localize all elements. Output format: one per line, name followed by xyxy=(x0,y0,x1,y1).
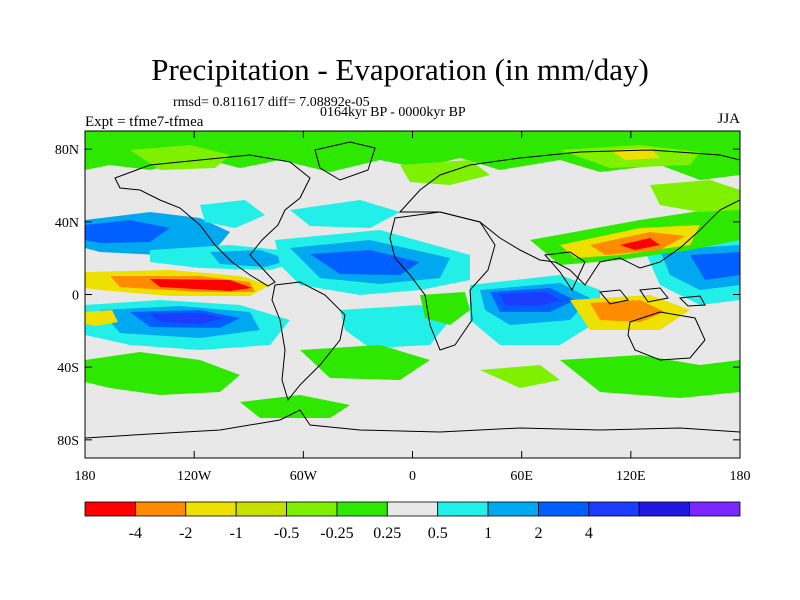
greenland-outline xyxy=(314,141,376,181)
colorbar-label-6: 0.5 xyxy=(428,525,448,542)
colorbar: -4 -2 -1 -0.5 -0.25 0.25 0.5 1 2 4 xyxy=(84,501,741,542)
antarctica-outline xyxy=(84,409,741,439)
colorbar-swatch-7 xyxy=(437,501,489,517)
y-axis: 80N 40N 0 40S 80S xyxy=(55,143,740,449)
x-tick-label-0: 180 xyxy=(75,469,96,484)
x-tick-label-6: 180 xyxy=(730,469,751,484)
south-america-outline xyxy=(271,281,346,402)
southern-ocean-green-east xyxy=(560,355,740,398)
colorbar-label-7: 1 xyxy=(484,525,492,542)
colorbar-label-0: -4 xyxy=(129,525,142,542)
colorbar-label-5: 0.25 xyxy=(373,525,401,542)
rmsd-stats: rmsd= 0.811617 diff= 7.08892e-05 xyxy=(173,95,370,110)
africa-green xyxy=(420,292,470,325)
colorbar-label-1: -2 xyxy=(179,525,192,542)
australia-outline xyxy=(627,311,706,361)
y-tick-label-2: 0 xyxy=(72,289,79,304)
colorbar-swatch-10 xyxy=(588,501,640,517)
colorbar-label-3: -0.5 xyxy=(274,525,299,542)
x-tick-label-5: 120E xyxy=(616,469,646,484)
colorbar-swatch-0 xyxy=(84,501,136,517)
arctic-band-green xyxy=(85,131,740,180)
season-label: JJA xyxy=(717,111,740,127)
colorbar-swatch-2 xyxy=(185,501,237,517)
colorbar-label-4: -0.25 xyxy=(320,525,353,542)
north-america-outline xyxy=(114,154,311,287)
colorbar-swatch-9 xyxy=(538,501,590,517)
india-outline xyxy=(543,251,586,292)
north-atlantic-cyan xyxy=(290,200,400,228)
coastlines xyxy=(84,141,741,439)
colorbar-swatch-11 xyxy=(638,501,691,517)
x-tick-label-3: 0 xyxy=(409,469,416,484)
colorbar-swatch-4 xyxy=(286,501,338,517)
east-asia-red xyxy=(620,238,660,250)
colorbar-label-9: 4 xyxy=(585,525,593,542)
south-atlantic-green xyxy=(300,345,430,380)
antarctic-green xyxy=(240,395,350,418)
south-atlantic-cyan xyxy=(340,305,450,348)
north-pacific-east-cyan xyxy=(200,200,265,228)
colorbar-swatch-3 xyxy=(235,501,287,517)
experiment-label: Expt = tfme7-tfmea xyxy=(85,114,204,130)
x-tick-label-2: 60W xyxy=(290,469,318,484)
colorbar-swatch-5 xyxy=(336,501,388,517)
x-axis: 180 120W 60W 0 60E 120E 180 xyxy=(75,131,751,484)
field-layer xyxy=(85,131,740,458)
africa-outline xyxy=(389,211,496,351)
north-asia-green xyxy=(650,180,740,212)
arctic-patch-light-green xyxy=(130,145,230,170)
south-pacific-dark-blue xyxy=(150,313,225,324)
y-tick-label-4: 80S xyxy=(57,434,79,449)
southern-ocean-light-green xyxy=(480,365,560,388)
pacific-dry-red xyxy=(150,279,252,291)
colorbar-label-2: -1 xyxy=(229,525,242,542)
central-america-blue xyxy=(210,250,290,267)
colorbar-swatch-12 xyxy=(689,501,741,517)
plot-title: Precipitation - Evaporation (in mm/day) xyxy=(151,52,649,87)
x-tick-label-1: 120W xyxy=(177,469,212,484)
south-pacific-yellow-west xyxy=(85,310,118,326)
colorbar-swatch-1 xyxy=(134,501,187,517)
atlantic-blue xyxy=(310,250,420,275)
colorbar-swatch-6 xyxy=(386,501,439,517)
y-tick-label-3: 40S xyxy=(57,361,79,376)
x-tick-label-4: 60E xyxy=(510,469,533,484)
y-tick-label-1: 40N xyxy=(55,216,79,231)
indian-ocean-dark-blue xyxy=(500,292,560,306)
colorbar-swatch-8 xyxy=(487,501,539,517)
period-subtitle: 0164kyr BP - 0000kyr BP xyxy=(320,105,466,120)
north-pacific-blue xyxy=(85,220,170,243)
colorbar-label-8: 2 xyxy=(534,525,542,542)
southern-ocean-green-west xyxy=(85,352,240,395)
eurasia-outline xyxy=(398,149,741,286)
west-pacific-blue xyxy=(690,252,740,280)
maritime-islands-outline xyxy=(599,287,706,307)
y-tick-label-0: 80N xyxy=(55,143,79,158)
